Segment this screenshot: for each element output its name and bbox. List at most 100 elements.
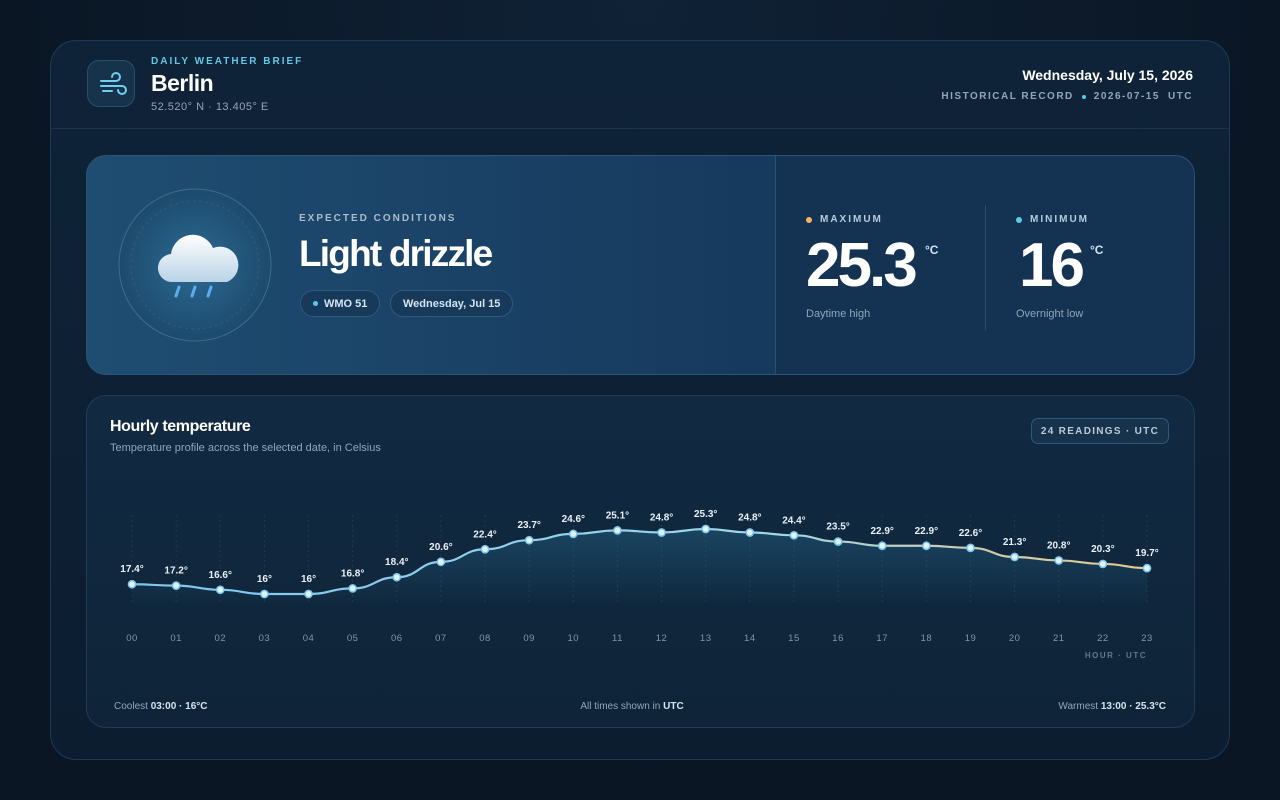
min-label-text: MINIMUM: [1030, 214, 1089, 225]
x-tick-label: 10: [568, 633, 580, 644]
x-tick-label: 08: [479, 633, 491, 644]
note-tz: UTC: [663, 701, 684, 712]
record-label: HISTORICAL RECORD: [941, 91, 1074, 102]
max-value: 25.3: [806, 231, 918, 300]
date: Wednesday, July 15, 2026: [1022, 67, 1193, 83]
divider: [51, 128, 1229, 129]
x-tick-label: 01: [170, 633, 182, 644]
point: [877, 541, 887, 551]
max-caption: Daytime high: [806, 308, 871, 320]
dot: [313, 301, 318, 306]
value-label: 24.4°: [782, 515, 805, 526]
divider: [985, 205, 986, 330]
coolest-value: 03:00 · 16°C: [150, 701, 208, 712]
value-label: 22.9°: [870, 526, 893, 537]
value-label: 22.9°: [915, 526, 938, 537]
value-label: 18.4°: [385, 557, 408, 568]
chart-subtitle: Temperature profile across the selected …: [110, 442, 381, 454]
point: [1054, 556, 1064, 565]
x-tick-label: 22: [1097, 633, 1109, 644]
min-caption: Overnight low: [1016, 308, 1084, 320]
x-tick-label: 18: [921, 633, 933, 644]
x-axis-label: HOUR · UTC: [1085, 651, 1147, 660]
value-label: 25.1°: [606, 510, 629, 521]
value-label: 23.7°: [517, 520, 540, 531]
point: [171, 581, 181, 590]
x-tick-label: 13: [700, 633, 712, 644]
point: [568, 529, 578, 539]
point: [1098, 559, 1108, 569]
point: [701, 524, 711, 534]
point: [613, 526, 622, 535]
wmo-pill: WMO 51: [300, 290, 381, 317]
value-label: 24.8°: [738, 512, 761, 523]
warmest: Warmest 13:00 · 25.3°C: [1058, 701, 1166, 712]
min-value: 16: [1019, 231, 1085, 300]
value-label: 20.8°: [1047, 540, 1070, 551]
x-tick-label: 11: [612, 633, 623, 644]
coords: 52.520° N · 13.405° E: [151, 101, 269, 113]
point: [921, 541, 931, 551]
wind-icon: [87, 60, 135, 107]
point: [436, 557, 446, 567]
x-tick-label: 14: [744, 633, 756, 644]
max-label: MAXIMUM: [806, 214, 883, 225]
conditions-label: EXPECTED CONDITIONS: [299, 213, 457, 224]
value-label: 19.7°: [1135, 548, 1158, 559]
temps-panel: [775, 156, 1194, 374]
x-tick-label: 07: [435, 633, 447, 644]
value-label: 22.4°: [473, 529, 496, 540]
day: Wednesday, Jul 15: [403, 297, 501, 310]
point: [348, 584, 358, 593]
chart-title: Hourly temperature: [110, 418, 251, 435]
value-label: 16°: [301, 574, 316, 585]
value-label: 24.6°: [562, 514, 585, 525]
point: [745, 528, 755, 537]
x-tick-label: 19: [965, 633, 977, 644]
record-date: 2026-07-15: [1093, 91, 1160, 102]
value-label: 20.6°: [429, 542, 452, 553]
x-tick-label: 09: [523, 633, 535, 644]
point: [966, 543, 975, 553]
value-label: 22.6°: [959, 528, 982, 539]
record: HISTORICAL RECORD 2026-07-15 UTC: [941, 91, 1193, 102]
readings-badge: 24 READINGS · UTC: [1031, 418, 1169, 444]
wmo: WMO 51: [324, 297, 368, 310]
note: All times shown in: [580, 701, 661, 712]
value-label: 16.8°: [341, 568, 364, 579]
value-label: 23.5°: [826, 522, 849, 533]
max-label-text: MAXIMUM: [820, 214, 883, 225]
x-tick-label: 02: [214, 633, 226, 644]
x-tick-label: 20: [1009, 633, 1021, 644]
point: [215, 585, 225, 595]
x-tick-label: 17: [876, 633, 888, 644]
city: Berlin: [151, 70, 214, 96]
min-unit: °C: [1090, 243, 1104, 257]
value-label: 21.3°: [1003, 537, 1026, 548]
x-tick-label: 16: [832, 633, 844, 644]
min-label: MINIMUM: [1016, 214, 1089, 225]
value-label: 17.2°: [164, 566, 187, 577]
conditions-summary: Light drizzle: [299, 233, 493, 274]
value-label: 20.3°: [1091, 544, 1114, 555]
wind-glyph: [100, 72, 127, 95]
time-note: All times shown in UTC: [0, 701, 1264, 712]
point: [480, 544, 490, 554]
warmest-value: 13:00 · 25.3°C: [1100, 701, 1166, 712]
x-tick-label: 12: [656, 633, 668, 644]
weather-icon: [118, 188, 272, 342]
point: [304, 589, 313, 599]
point: [127, 579, 137, 589]
eyebrow: DAILY WEATHER BRIEF: [151, 56, 304, 67]
point: [392, 572, 402, 582]
area: [132, 529, 1147, 604]
line: [131, 527, 1148, 596]
dot: [1016, 216, 1022, 223]
point: [1010, 552, 1019, 562]
dot: [1081, 94, 1086, 99]
record-tz: UTC: [1167, 91, 1193, 102]
x-tick-label: 06: [391, 633, 403, 644]
conditions-card: [86, 155, 1195, 375]
